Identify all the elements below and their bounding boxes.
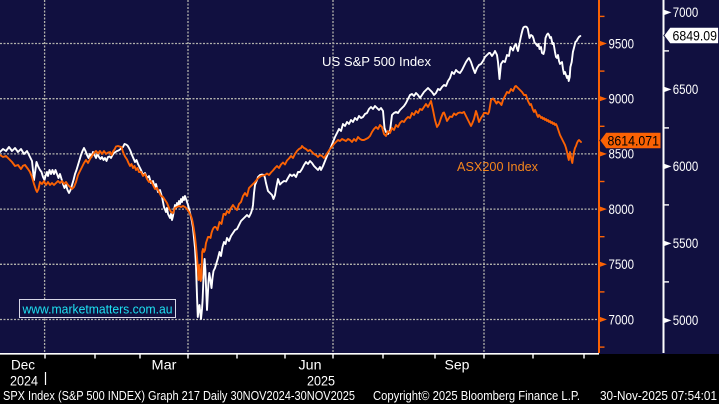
svg-text:6849.09: 6849.09 bbox=[673, 29, 718, 44]
svg-text:Jun: Jun bbox=[299, 358, 322, 373]
svg-text:5500: 5500 bbox=[673, 236, 699, 251]
svg-text:7500: 7500 bbox=[609, 257, 635, 272]
svg-text:2025: 2025 bbox=[307, 374, 335, 389]
svg-text:6000: 6000 bbox=[673, 159, 699, 174]
svg-text:ASX200 Index: ASX200 Index bbox=[457, 160, 539, 174]
svg-text:Dec: Dec bbox=[11, 358, 35, 373]
svg-text:7000: 7000 bbox=[673, 5, 699, 20]
svg-text:Mar: Mar bbox=[152, 358, 177, 373]
svg-text:30-Nov-2025 07:54:01: 30-Nov-2025 07:54:01 bbox=[600, 389, 717, 403]
svg-text:9000: 9000 bbox=[609, 92, 635, 107]
svg-text:8500: 8500 bbox=[609, 147, 635, 162]
svg-text:US S&P 500 Index: US S&P 500 Index bbox=[322, 55, 432, 69]
svg-text:Sep: Sep bbox=[445, 358, 470, 373]
svg-text:8614.071: 8614.071 bbox=[608, 134, 660, 149]
svg-text:5000: 5000 bbox=[673, 313, 699, 328]
svg-text:7000: 7000 bbox=[609, 312, 635, 327]
svg-text:6500: 6500 bbox=[673, 82, 699, 97]
svg-text:Copyright© 2025 Bloomberg Fina: Copyright© 2025 Bloomberg Finance L.P. bbox=[373, 389, 580, 403]
svg-text:9500: 9500 bbox=[609, 36, 635, 51]
svg-text:SPX Index (S&P 500 INDEX) Grap: SPX Index (S&P 500 INDEX) Graph 217 Dail… bbox=[3, 389, 355, 403]
svg-text:2024: 2024 bbox=[10, 374, 38, 389]
svg-text:8000: 8000 bbox=[609, 202, 635, 217]
svg-text:www.marketmatters.com.au: www.marketmatters.com.au bbox=[22, 302, 173, 317]
